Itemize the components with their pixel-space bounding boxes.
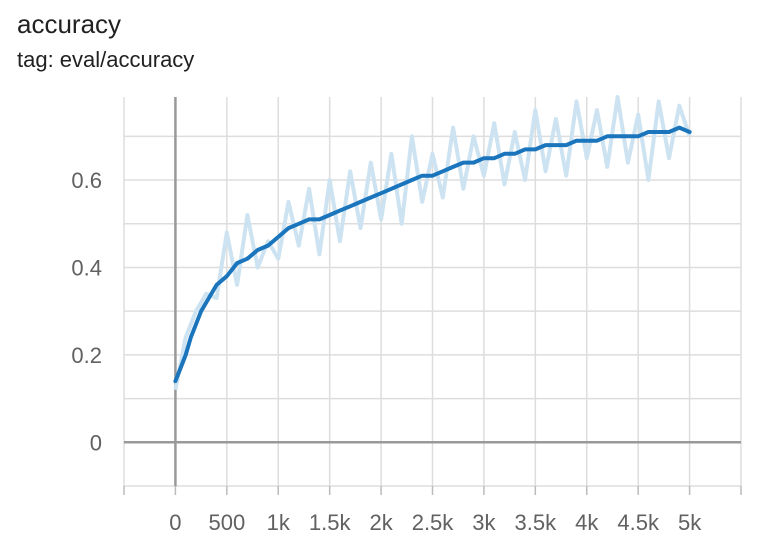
raw-series [173, 95, 692, 391]
x-tick-label: 4k [575, 510, 599, 535]
x-tick-label: 2.5k [412, 510, 455, 535]
chart-title: accuracy [17, 9, 122, 39]
x-tick-label: 1k [267, 510, 291, 535]
y-tick-label: 0.2 [71, 343, 102, 368]
y-tick-labels: 0 0.2 0.4 0.6 [71, 168, 102, 455]
smoothed-series [173, 125, 692, 384]
x-tick-label: 2k [369, 510, 393, 535]
x-tick-label: 1.5k [309, 510, 352, 535]
x-tick-labels: 0 500 1k 1.5k 2k 2.5k 3k 3.5k 4k 4.5k 5k [169, 510, 702, 535]
y-tick-label: 0.4 [71, 255, 102, 280]
y-tick-label: 0.6 [71, 168, 102, 193]
raw-series-line [173, 95, 692, 391]
x-tick-label: 4.5k [617, 510, 660, 535]
x-tick-label: 0 [169, 510, 181, 535]
smoothed-series-line [173, 125, 692, 384]
x-tick-label: 500 [208, 510, 245, 535]
x-tick-label: 3k [472, 510, 496, 535]
chart-axes [123, 97, 742, 495]
y-tick-label: 0 [90, 430, 102, 455]
x-tick-label: 5k [678, 510, 702, 535]
x-tick-label: 3.5k [515, 510, 558, 535]
chart-tag: tag: eval/accuracy [17, 47, 195, 72]
